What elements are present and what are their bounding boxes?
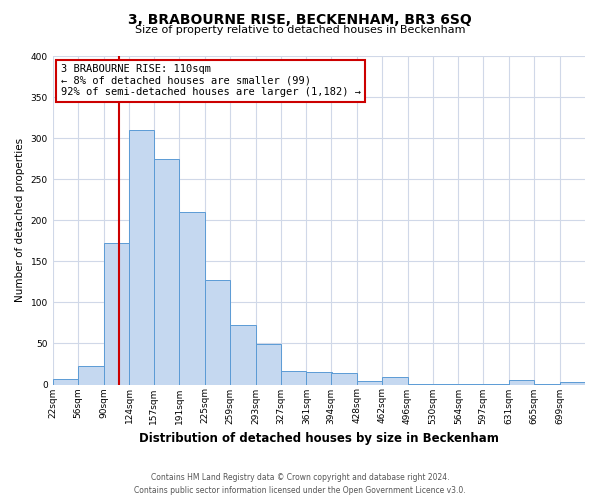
Bar (230, 324, 256, 384)
Bar (53, 379, 78, 384)
Bar (382, 377, 407, 384)
Bar (129, 130, 154, 384)
Bar (256, 344, 281, 385)
X-axis label: Distribution of detached houses by size in Beckenham: Distribution of detached houses by size … (139, 432, 499, 445)
Bar (331, 373, 356, 384)
Text: 3 BRABOURNE RISE: 110sqm
← 8% of detached houses are smaller (99)
92% of semi-de: 3 BRABOURNE RISE: 110sqm ← 8% of detache… (61, 64, 361, 98)
Bar (509, 380, 534, 384)
Bar (78, 366, 104, 384)
Text: 3, BRABOURNE RISE, BECKENHAM, BR3 6SQ: 3, BRABOURNE RISE, BECKENHAM, BR3 6SQ (128, 12, 472, 26)
Y-axis label: Number of detached properties: Number of detached properties (15, 138, 25, 302)
Text: Contains HM Land Registry data © Crown copyright and database right 2024.
Contai: Contains HM Land Registry data © Crown c… (134, 474, 466, 495)
Bar (307, 372, 332, 384)
Bar (205, 280, 230, 384)
Bar (356, 381, 382, 384)
Bar (154, 158, 179, 384)
Bar (104, 244, 129, 384)
Bar (281, 372, 307, 384)
Text: Size of property relative to detached houses in Beckenham: Size of property relative to detached ho… (135, 25, 465, 35)
Bar (560, 382, 585, 384)
Bar (179, 212, 205, 384)
